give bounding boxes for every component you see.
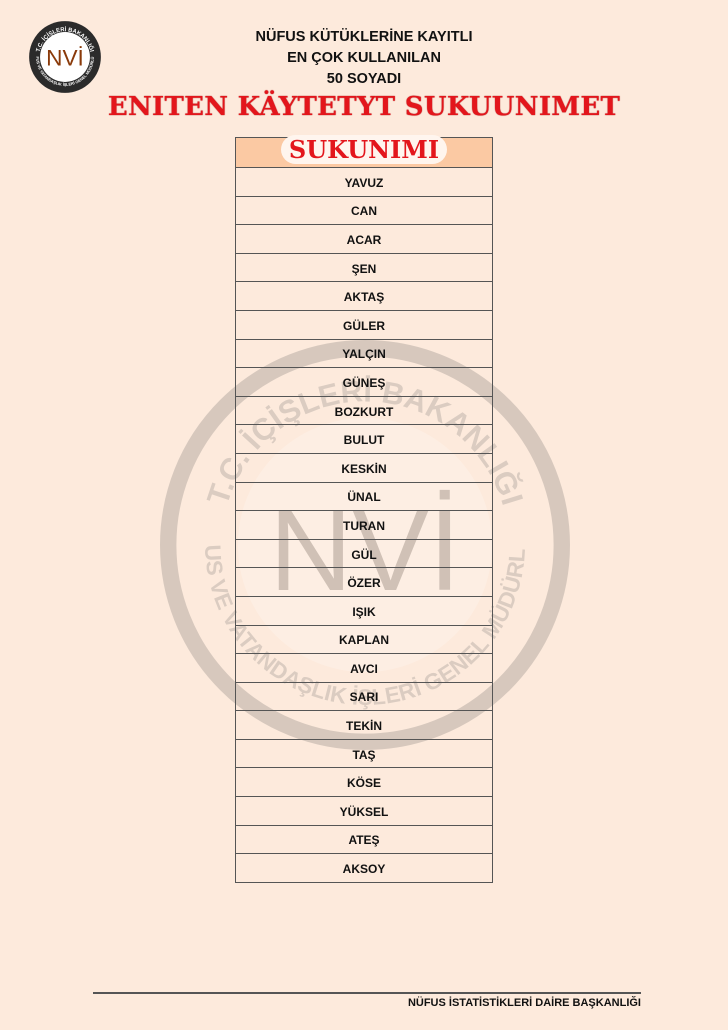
table-row: GÜLER	[235, 309, 493, 340]
table-row: TAŞ	[235, 738, 493, 769]
footer-text: NÜFUS İSTATİSTİKLERİ DAİRE BAŞKANLIĞI	[407, 997, 641, 1009]
nvi-logo: T.C. İÇİŞLERİ BAKANLIĞI NÜFUS VE VATANDA…	[26, 18, 101, 93]
surname-cell: KÖSE	[235, 767, 493, 798]
surname-cell: AVCI	[235, 653, 493, 683]
surname-cell: KAPLAN	[235, 624, 493, 655]
table-row: CAN	[235, 195, 493, 226]
table-row: BOZKURT	[235, 395, 493, 426]
table-row: TURAN	[235, 510, 493, 540]
table-row: KAPLAN	[235, 624, 493, 655]
surname-cell: ATEŞ	[235, 824, 493, 855]
surname-cell: TAŞ	[235, 738, 493, 769]
header-line-1: NÜFUS KÜTÜKLERİNE KAYITLI	[255, 29, 473, 45]
table-row: ŞEN	[235, 252, 493, 283]
table-row: TEKİN	[235, 710, 493, 740]
table-row: ACAR	[235, 224, 493, 254]
surname-cell: YÜKSEL	[235, 796, 493, 826]
surname-cell: ACAR	[235, 224, 493, 254]
table-row: ÜNAL	[235, 481, 493, 512]
table-row: ÖZER	[235, 567, 493, 597]
surname-cell: IŞIK	[235, 595, 493, 626]
surname-cell: TURAN	[235, 510, 493, 540]
footer-divider	[93, 992, 641, 994]
surname-cell: YAVUZ	[235, 167, 493, 197]
surname-cell: GÜLER	[235, 309, 493, 340]
surname-cell: SARI	[235, 681, 493, 712]
table-row: IŞIK	[235, 595, 493, 626]
surname-cell: KESKİN	[235, 452, 493, 483]
page-title: ENITEN KÄYTETYT SUKUUNIMET	[107, 92, 621, 122]
surname-table: SUKUNIMI YAVUZ CAN ACAR ŞEN AKTAŞ GÜLER YALÇIN…	[235, 135, 493, 883]
surname-cell: GÜL	[235, 538, 493, 569]
svg-text:NVİ: NVİ	[46, 46, 84, 71]
table-row: KESKİN	[235, 452, 493, 483]
table-row: KÖSE	[235, 767, 493, 798]
table-row: YAVUZ	[235, 167, 493, 197]
table-row: SARI	[235, 681, 493, 712]
surname-cell: ŞEN	[235, 252, 493, 283]
surname-cell: AKSOY	[235, 853, 493, 883]
table-row: AKTAŞ	[235, 281, 493, 311]
surname-cell: BULUT	[235, 424, 493, 454]
table-header-label: SUKUNIMI	[280, 135, 448, 164]
surname-cell: GÜNEŞ	[235, 367, 493, 397]
table-row: YÜKSEL	[235, 796, 493, 826]
table-row: ATEŞ	[235, 824, 493, 855]
table-row: YALÇIN	[235, 338, 493, 369]
header-line-2: EN ÇOK KULLANILAN	[287, 50, 441, 66]
surname-cell: YALÇIN	[235, 338, 493, 369]
table-row: BULUT	[235, 424, 493, 454]
table-row: GÜNEŞ	[235, 367, 493, 397]
surname-cell: CAN	[235, 195, 493, 226]
surname-cell: ÜNAL	[235, 481, 493, 512]
surname-cell: BOZKURT	[235, 395, 493, 426]
surname-cell: TEKİN	[235, 710, 493, 740]
surname-cell: AKTAŞ	[235, 281, 493, 311]
table-row: AVCI	[235, 653, 493, 683]
table-row: GÜL	[235, 538, 493, 569]
table-row: AKSOY	[235, 853, 493, 883]
surname-cell: ÖZER	[235, 567, 493, 597]
table-header: SUKUNIMI	[235, 135, 493, 168]
header-line-3: 50 SOYADI	[326, 71, 402, 87]
